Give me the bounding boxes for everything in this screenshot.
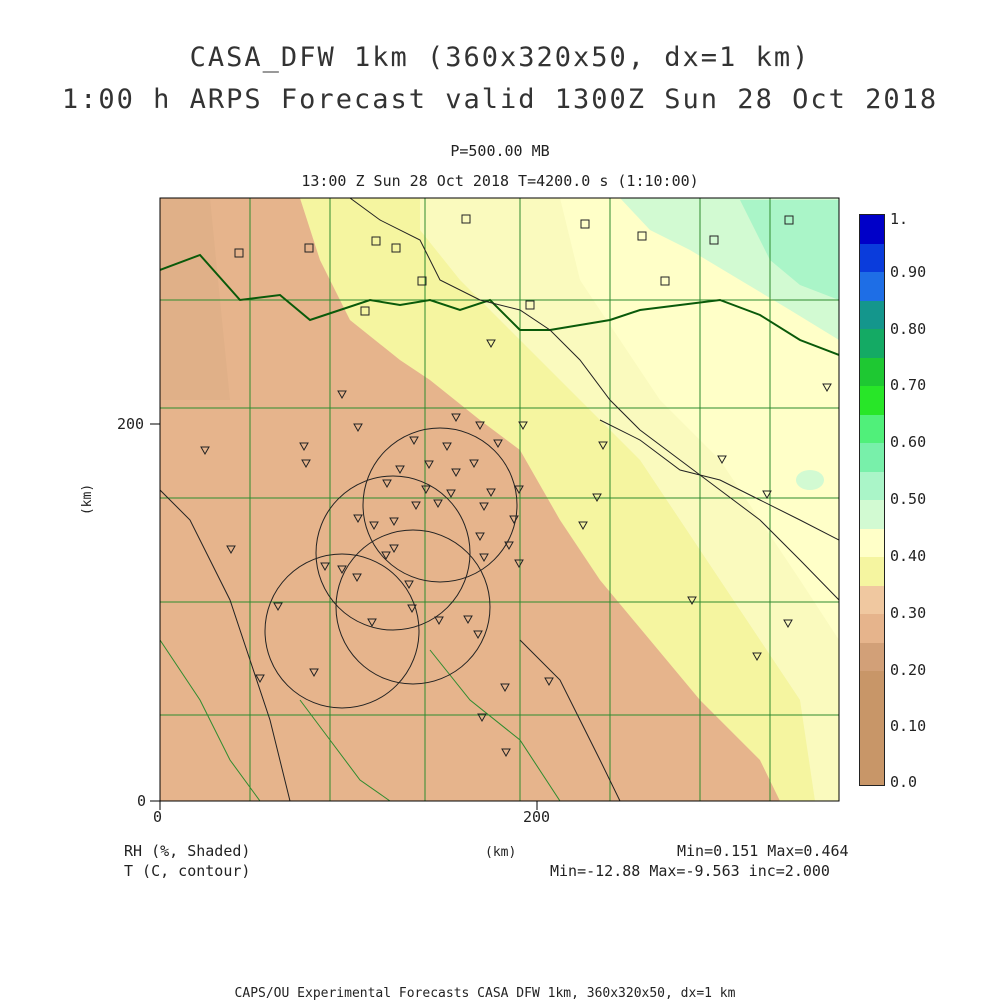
y-tick-200: 200 [117,415,145,433]
rh-shading [160,198,839,801]
t-minmax: Min=-12.88 Max=-9.563 inc=2.000 [550,862,830,880]
colorbar-label-0.60: 0.60 [890,433,927,451]
station-squares [234,214,794,316]
map-frame [159,197,840,802]
colorbar-label-0.90: 0.90 [890,263,927,281]
field1-label: RH (%, Shaded) [124,842,251,860]
field2-label: T (C, contour) [124,862,251,880]
pressure-level: P=500.00 MB [450,142,550,160]
rh-minmax: Min=0.151 Max=0.464 [677,842,849,860]
y-axis-unit: (km) [80,483,96,516]
x-axis-unit: (km) [485,845,517,860]
radar-rings [264,427,518,709]
x-tick-0: 0 [153,808,163,826]
colorbar-label-0.70: 0.70 [890,376,927,394]
colorbar-label-0.30: 0.30 [890,604,927,622]
axis-ticks [150,423,538,810]
station-triangles [200,339,832,758]
colorbar-label-0.10: 0.10 [890,717,927,735]
y-tick-0: 0 [137,792,147,810]
x-tick-200: 200 [523,808,551,826]
colorbar-label-0.20: 0.20 [890,661,927,679]
colorbar-label-0.40: 0.40 [890,547,927,565]
chart-title-line2: 1:00 h ARPS Forecast valid 1300Z Sun 28 … [61,84,939,115]
colorbar-label-1: 1. [890,210,909,228]
colorbar [859,214,885,786]
chart-title-line1: CASA_DFW 1km (360x320x50, dx=1 km) [189,42,811,73]
footer-credit: CAPS/OU Experimental Forecasts CASA DFW … [234,986,736,1001]
valid-time: 13:00 Z Sun 28 Oct 2018 T=4200.0 s (1:10… [301,172,699,190]
colorbar-label-0.50: 0.50 [890,490,927,508]
colorbar-label-0.80: 0.80 [890,320,927,338]
map-boundaries [160,198,839,801]
colorbar-label-0.0: 0.0 [890,773,918,791]
